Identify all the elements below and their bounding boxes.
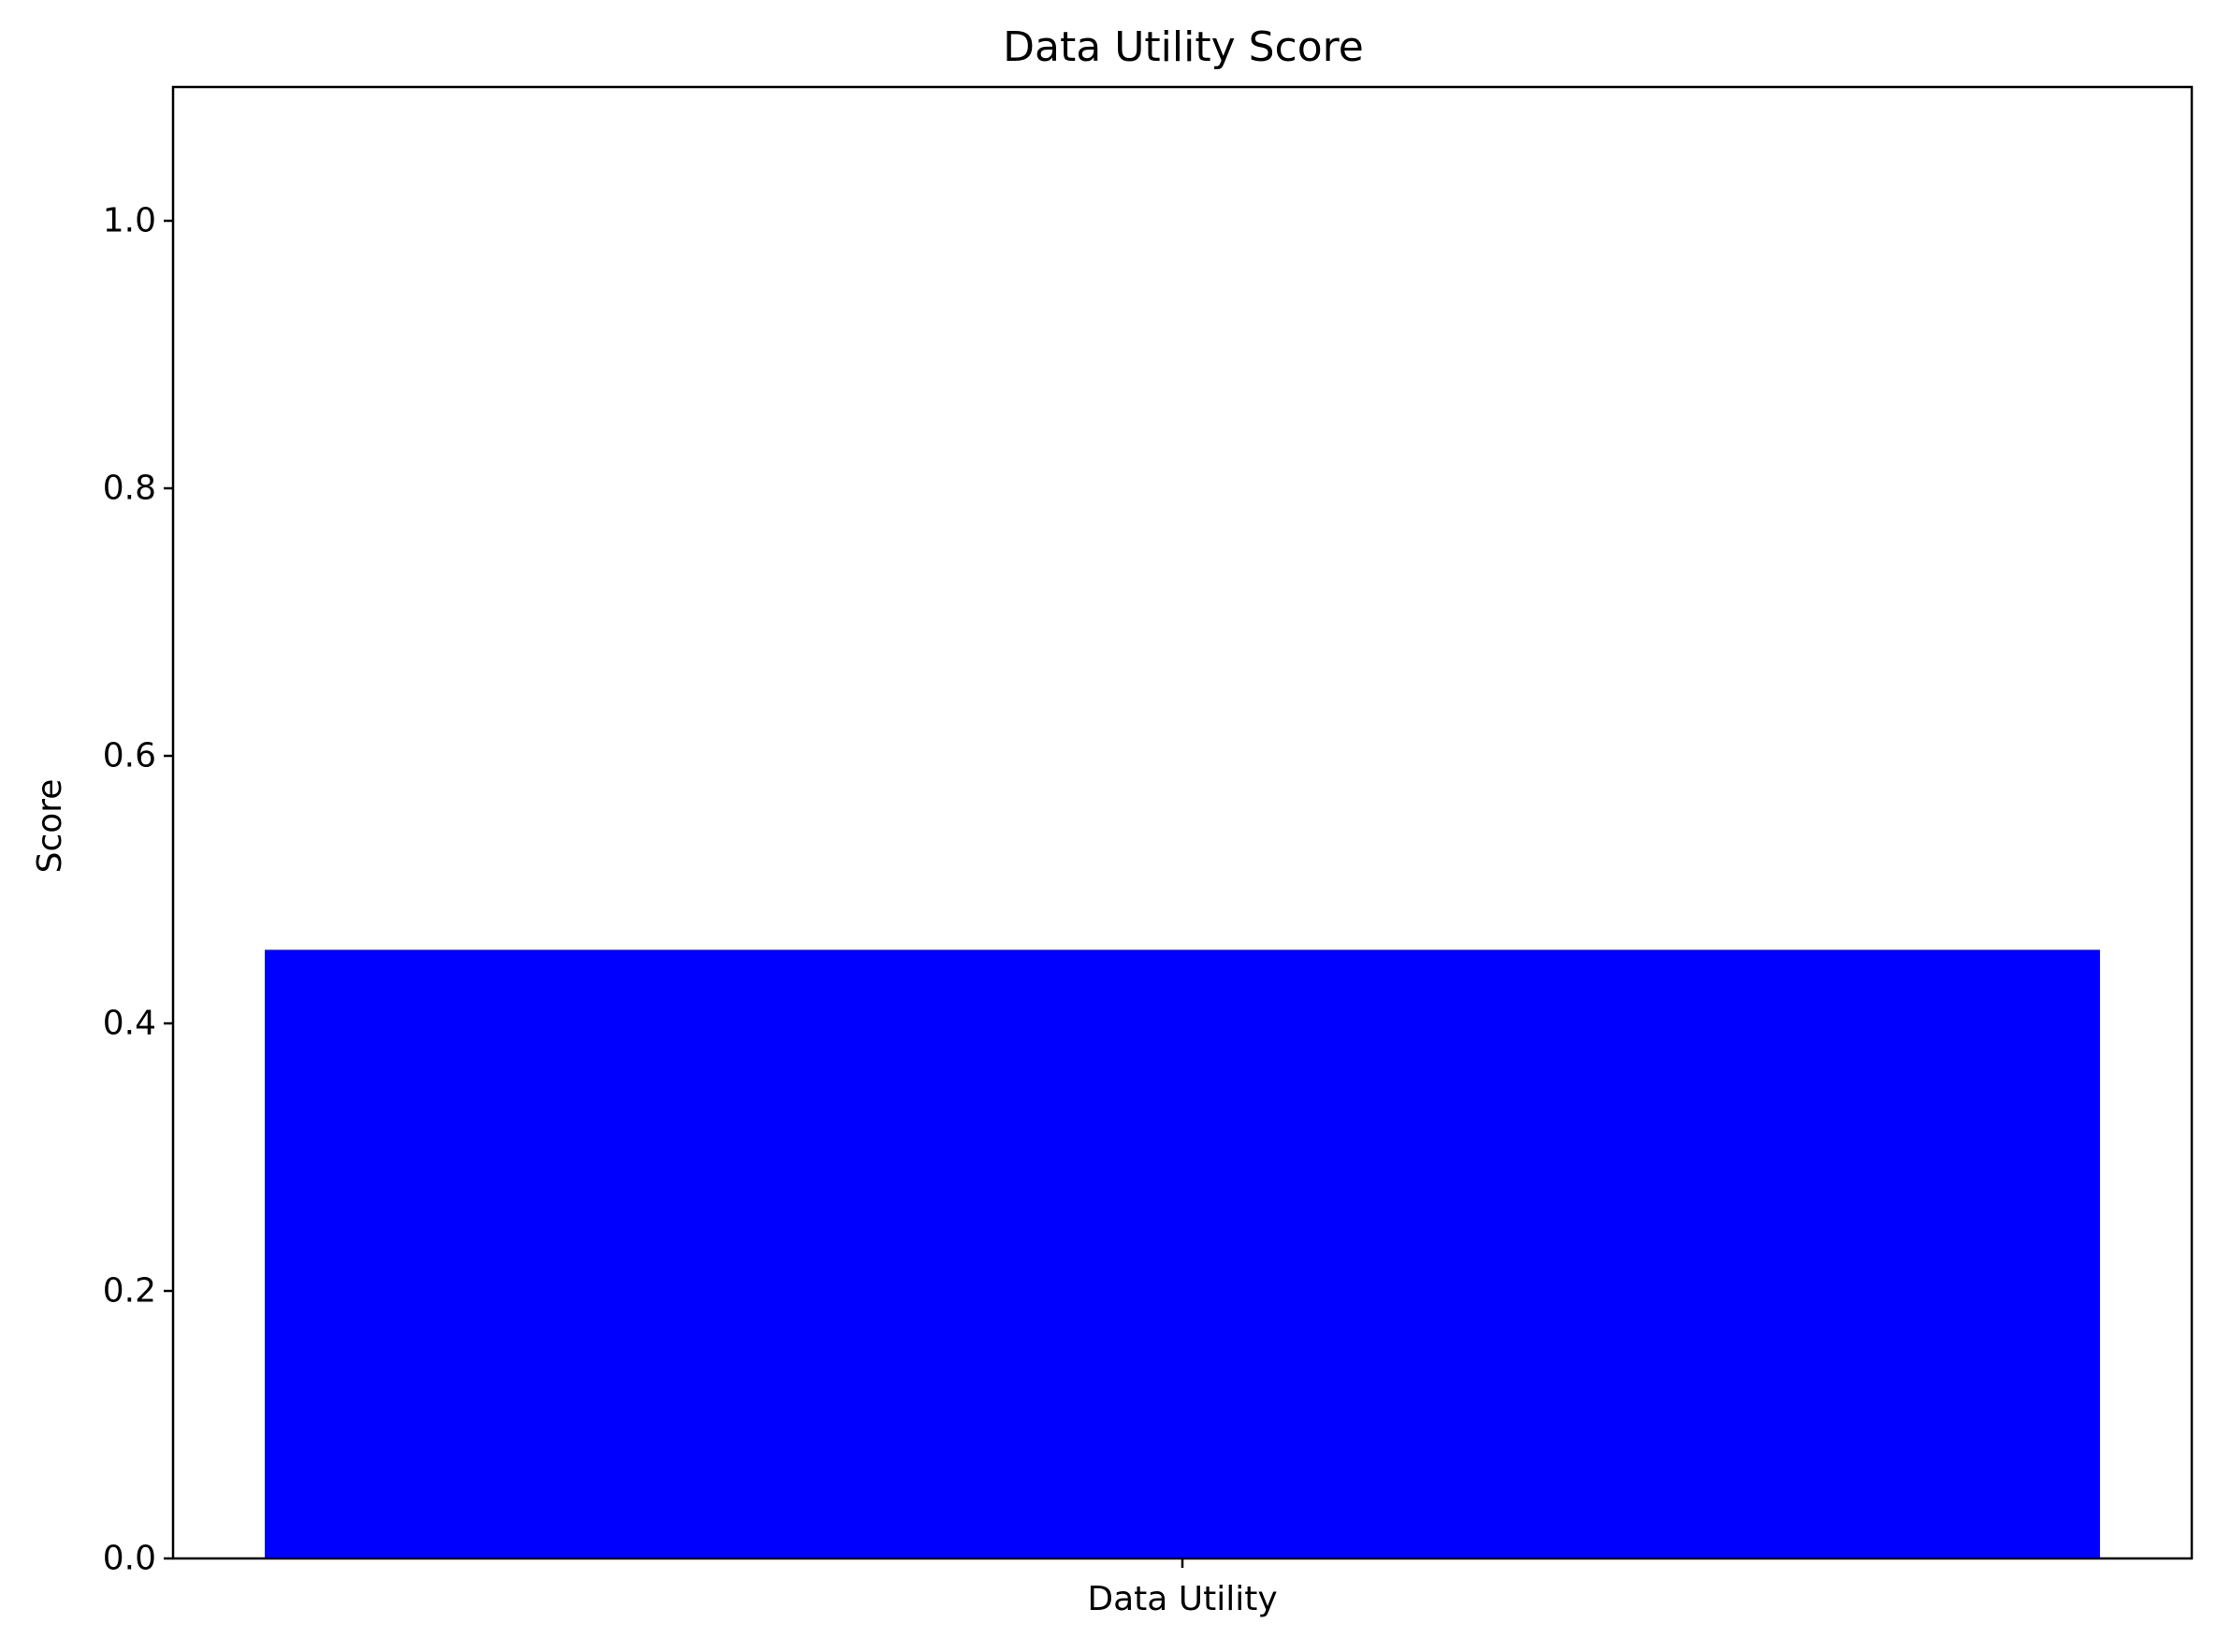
bars-group bbox=[265, 949, 2100, 1558]
x-axis-ticks: Data Utility bbox=[1087, 1558, 1278, 1618]
y-axis-ticks: 0.0 0.2 0.4 0.6 0.8 1.0 bbox=[103, 202, 173, 1578]
y-tick-label: 0.6 bbox=[103, 737, 156, 775]
y-axis-title: Score bbox=[31, 779, 69, 874]
y-tick-label: 0.0 bbox=[103, 1540, 156, 1578]
y-tick-label: 0.2 bbox=[103, 1272, 156, 1311]
plot-frame bbox=[171, 85, 2194, 1560]
x-tick-label: Data Utility bbox=[1087, 1580, 1277, 1618]
y-tick-label: 0.8 bbox=[103, 470, 156, 508]
bar-data-utility bbox=[265, 949, 2100, 1558]
y-tick-label: 1.0 bbox=[103, 202, 156, 240]
chart-title: Data Utility Score bbox=[1003, 23, 1364, 71]
y-tick-label: 0.4 bbox=[103, 1005, 156, 1043]
